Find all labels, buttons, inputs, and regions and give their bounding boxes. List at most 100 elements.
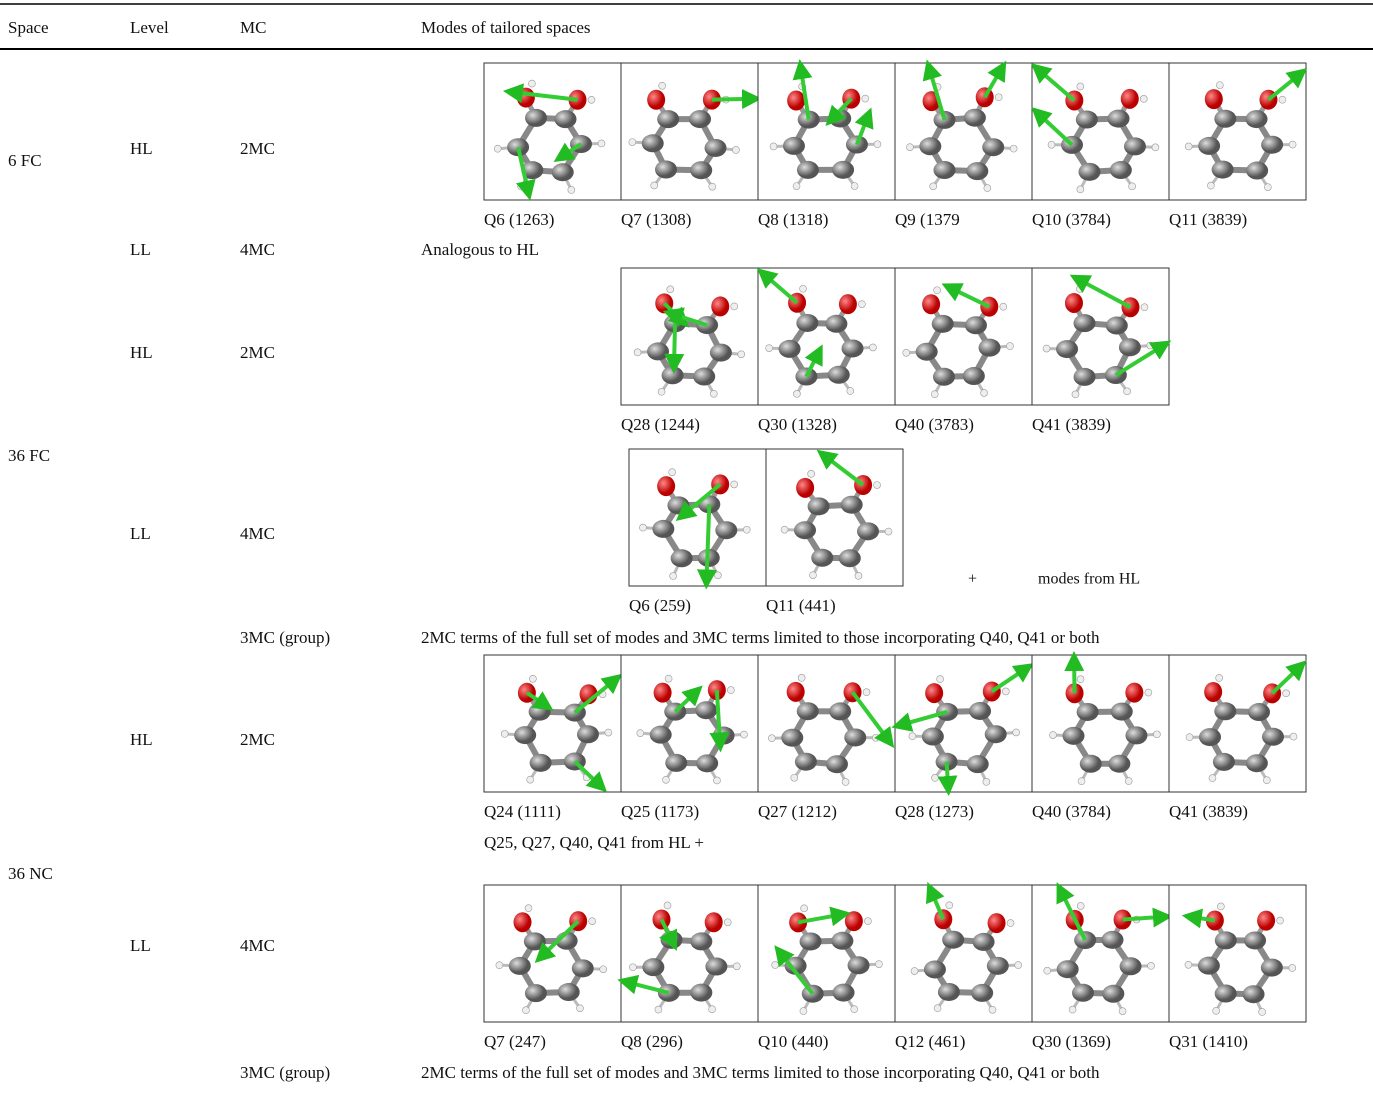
- h-atom: [911, 968, 918, 975]
- row-note: Analogous to HL: [421, 240, 539, 259]
- h-atom: [629, 964, 636, 971]
- h-atom: [1119, 1008, 1126, 1015]
- h-atom: [1290, 733, 1297, 740]
- c-atom: [1198, 137, 1220, 155]
- mode-caption: Q7 (247): [484, 1032, 546, 1051]
- o-atom: [657, 476, 675, 496]
- h-atom: [1013, 729, 1020, 736]
- h-atom: [568, 186, 575, 193]
- h-atom: [809, 572, 816, 579]
- c-atom: [828, 366, 850, 384]
- c-atom: [985, 725, 1007, 743]
- h-atom: [808, 470, 815, 477]
- c-atom: [844, 728, 866, 746]
- c-atom: [842, 339, 864, 357]
- h-atom: [494, 145, 501, 152]
- c-atom: [642, 958, 664, 976]
- h-atom: [984, 185, 991, 192]
- h-atom: [793, 390, 800, 397]
- level-cell: HL: [130, 730, 153, 749]
- o-atom: [925, 683, 943, 703]
- o-atom: [1121, 89, 1139, 109]
- o-atom: [517, 88, 535, 108]
- c-atom: [514, 726, 536, 744]
- h-atom: [1185, 961, 1192, 968]
- h-atom: [1129, 183, 1136, 190]
- space-label: 36 FC: [8, 446, 50, 465]
- c-atom: [829, 702, 851, 720]
- h-atom: [793, 183, 800, 190]
- mode-image: [629, 449, 766, 586]
- h-atom: [710, 390, 717, 397]
- c-atom: [831, 932, 853, 950]
- mode-caption: Q25 (1173): [621, 802, 699, 821]
- mode-frame: [766, 449, 903, 586]
- c-atom: [657, 110, 679, 128]
- mode-image: [895, 655, 1032, 792]
- c-atom: [555, 110, 577, 128]
- c-atom: [665, 754, 687, 772]
- c-atom: [797, 702, 819, 720]
- mode-image: [758, 63, 895, 200]
- mode-image: [621, 63, 758, 200]
- mode-image: [1032, 63, 1169, 200]
- c-atom: [705, 139, 727, 157]
- h-atom: [995, 94, 1002, 101]
- c-atom: [964, 109, 986, 127]
- space-label: 6 FC: [8, 151, 42, 170]
- h-atom: [903, 349, 910, 356]
- c-atom: [1119, 338, 1141, 356]
- h-atom: [709, 1006, 716, 1013]
- c-atom: [1246, 754, 1268, 772]
- c-atom: [696, 754, 718, 772]
- mode-image: [621, 268, 758, 405]
- h-atom: [1145, 689, 1152, 696]
- c-atom: [1076, 111, 1098, 129]
- c-atom: [833, 984, 855, 1002]
- mode-frame: [758, 63, 895, 200]
- h-atom: [659, 82, 666, 89]
- c-atom: [1108, 110, 1130, 128]
- h-atom: [658, 388, 665, 395]
- mode-caption: Q7 (1308): [621, 210, 691, 229]
- o-atom: [647, 90, 665, 110]
- c-atom: [652, 520, 674, 538]
- c-atom: [796, 314, 818, 332]
- h-atom: [934, 1005, 941, 1012]
- mode-caption: Q10 (440): [758, 1032, 828, 1051]
- mode-frame: [1169, 655, 1306, 792]
- h-atom: [1077, 676, 1084, 683]
- c-atom: [916, 343, 938, 361]
- h-atom: [858, 301, 865, 308]
- h-atom: [518, 183, 525, 190]
- c-atom: [967, 755, 989, 773]
- c-atom: [979, 339, 1001, 357]
- c-atom: [963, 367, 985, 385]
- h-atom: [847, 387, 854, 394]
- h-atom: [863, 689, 870, 696]
- mode-frame: [758, 885, 895, 1022]
- mc-cell: 3MC (group): [240, 1063, 330, 1082]
- h-atom: [1077, 902, 1084, 909]
- c-atom: [650, 726, 672, 744]
- h-atom: [931, 391, 938, 398]
- h-atom: [1077, 186, 1084, 193]
- c-atom: [1110, 161, 1132, 179]
- h-atom: [1069, 1006, 1076, 1013]
- c-atom: [938, 983, 960, 1001]
- c-atom: [1214, 110, 1236, 128]
- h-atom: [930, 183, 937, 190]
- h-atom: [1006, 343, 1013, 350]
- mode-frame: [621, 63, 758, 200]
- mc-cell: 4MC: [240, 936, 275, 955]
- mode-image: [1032, 268, 1169, 405]
- c-atom: [841, 496, 863, 514]
- mode-frame: [484, 63, 621, 200]
- c-atom: [794, 521, 816, 539]
- mode-caption: Q8 (296): [621, 1032, 683, 1051]
- mode-image: [621, 885, 758, 1022]
- h-atom: [791, 774, 798, 781]
- c-atom: [942, 931, 964, 949]
- mode-caption: Q24 (1111): [484, 802, 561, 821]
- c-atom: [1125, 726, 1147, 744]
